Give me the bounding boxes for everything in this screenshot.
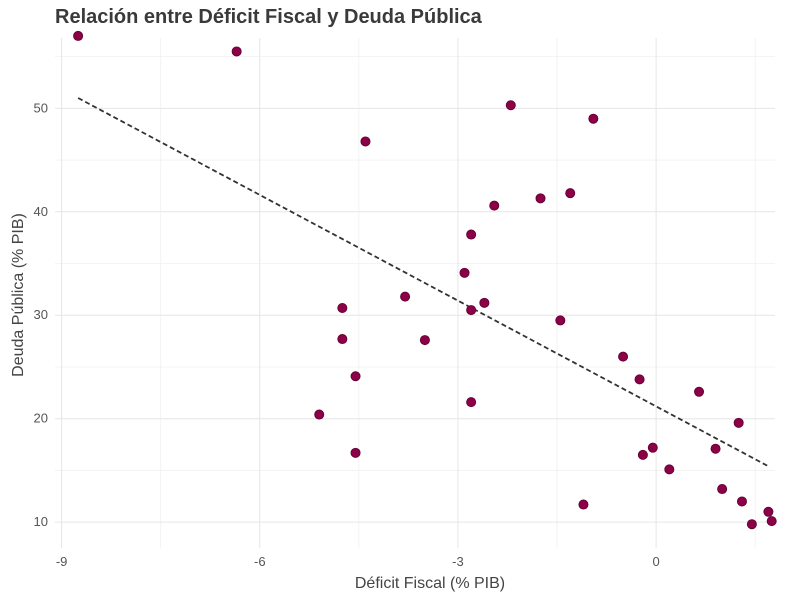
trend-line <box>77 97 769 468</box>
data-point <box>618 351 629 362</box>
y-tick-label: 40 <box>34 204 48 219</box>
x-tick-label: 0 <box>652 554 659 569</box>
y-axis-label: Deuda Pública (% PIB) <box>10 213 27 377</box>
data-point <box>73 30 84 41</box>
data-point <box>535 193 546 204</box>
data-point <box>350 447 361 458</box>
data-point <box>736 496 747 507</box>
data-point <box>479 297 490 308</box>
data-point <box>419 335 430 346</box>
chart-title: Relación entre Déficit Fiscal y Deuda Pú… <box>55 6 482 28</box>
y-tick-label: 30 <box>34 307 48 322</box>
data-point <box>505 100 516 111</box>
data-point <box>459 267 470 278</box>
data-point <box>565 188 576 199</box>
data-point <box>466 229 477 240</box>
x-axis-label: Déficit Fiscal (% PIB) <box>355 575 505 592</box>
data-point <box>717 484 728 495</box>
data-point <box>400 291 411 302</box>
data-point <box>360 136 371 147</box>
x-tick-label: -6 <box>254 554 266 569</box>
data-point <box>350 371 361 382</box>
data-point <box>746 519 757 530</box>
axis-ticks: -9 -6 -3 0 10 20 30 40 50 <box>34 100 660 569</box>
x-tick-label: -9 <box>56 554 68 569</box>
data-point <box>664 464 675 475</box>
data-point <box>634 374 645 385</box>
grid <box>55 38 775 548</box>
data-point <box>555 315 566 326</box>
data-point <box>766 516 777 527</box>
y-tick-label: 10 <box>34 514 48 529</box>
data-point <box>710 443 721 454</box>
data-point <box>637 449 648 460</box>
data-point <box>337 302 348 313</box>
data-points <box>73 30 777 530</box>
data-point <box>314 409 325 420</box>
data-point <box>694 386 705 397</box>
data-point <box>466 397 477 408</box>
data-point <box>578 499 589 510</box>
y-tick-label: 20 <box>34 411 48 426</box>
y-tick-label: 50 <box>34 100 48 115</box>
data-point <box>489 200 500 211</box>
data-point <box>763 506 774 517</box>
data-point <box>647 442 658 453</box>
data-point <box>337 334 348 345</box>
x-tick-label: -3 <box>452 554 464 569</box>
data-point <box>733 417 744 428</box>
data-point <box>588 113 599 124</box>
data-point <box>231 46 242 57</box>
data-point <box>466 305 477 316</box>
